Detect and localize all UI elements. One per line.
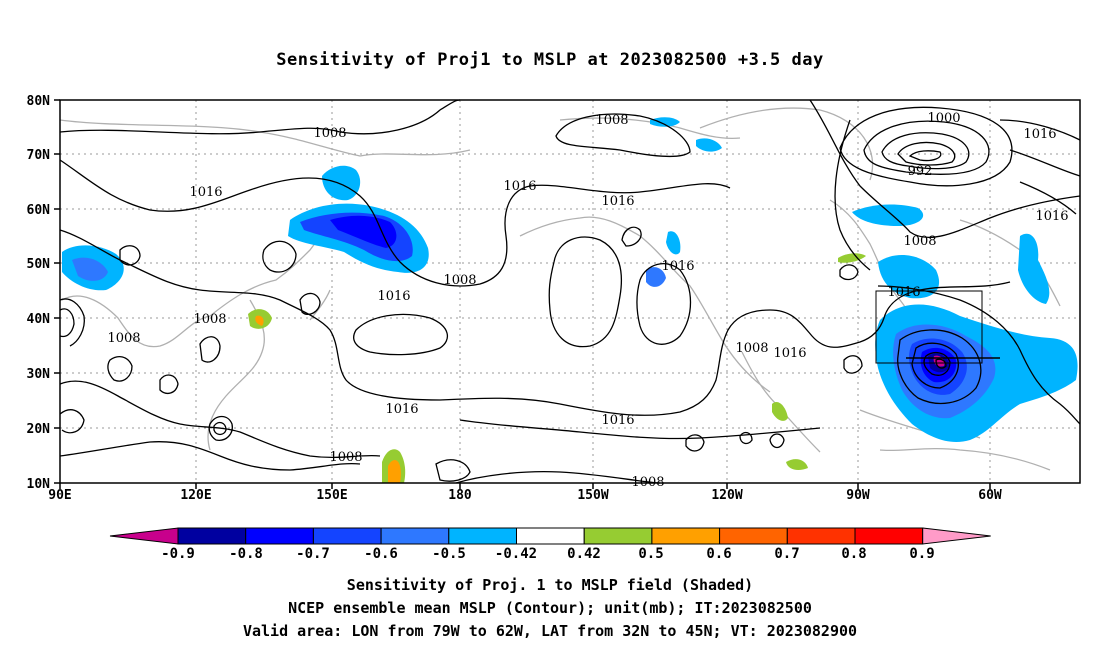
contour-label: 1016	[1035, 209, 1068, 224]
colorbar-cell	[651, 527, 721, 545]
colorbar-label: -0.6	[364, 546, 398, 562]
colorbar-cell	[516, 527, 585, 545]
contour-label: 1008	[903, 234, 936, 249]
contour-label: 1008	[443, 273, 476, 288]
caption: Sensitivity of Proj. 1 to MSLP field (Sh…	[0, 574, 1100, 643]
contour-label: 1008	[313, 126, 346, 141]
colorbar-cells	[109, 527, 991, 545]
latitude-labels: 80N 70N 60N 50N 40N 30N 20N 10N	[27, 94, 51, 492]
caption-line-3: Valid area: LON from 79W to 62W, LAT fro…	[242, 622, 858, 640]
colorbar-cell	[786, 527, 856, 545]
colorbar-label: 0.42	[567, 546, 601, 562]
contour-label: 1016	[377, 289, 410, 304]
contour-label: 1016	[385, 402, 418, 417]
lat-label: 70N	[27, 148, 51, 163]
colorbar-cell	[583, 527, 653, 545]
contour-label: 1016	[1023, 127, 1056, 142]
contour-label: 1000	[927, 111, 960, 126]
contour-label: 1016	[773, 346, 806, 361]
colorbar-cell	[719, 527, 788, 545]
contour-label: 1016	[601, 413, 634, 428]
valid-area-box	[875, 290, 1000, 364]
caption-line-1: Sensitivity of Proj. 1 to MSLP field (Sh…	[346, 576, 754, 594]
lon-label: 90E	[48, 488, 71, 503]
lat-label: 20N	[27, 422, 51, 437]
colorbar-cell	[312, 527, 382, 545]
contour-label: 1016	[887, 285, 920, 300]
gridlines	[60, 100, 1080, 483]
colorbar-cell	[922, 527, 991, 545]
contour-label: 1008	[329, 450, 362, 465]
longitude-labels: 90E 120E 150E 180 150W 120W 90W 60W	[48, 488, 1002, 503]
contour-label: 1008	[107, 331, 140, 346]
lon-label: 60W	[978, 488, 1002, 503]
colorbar-label: 0.8	[841, 546, 866, 562]
contour-label: 1008	[595, 113, 628, 128]
colorbar-label: 0.5	[638, 546, 663, 562]
lat-label: 10N	[27, 477, 51, 492]
colorbar-label: -0.8	[229, 546, 263, 562]
colorbar-label: -0.5	[432, 546, 466, 562]
colorbar-label: -0.42	[495, 546, 537, 562]
contour-label: 1008	[631, 475, 664, 490]
lon-label: 120E	[180, 488, 211, 503]
lon-label: 90W	[846, 488, 870, 503]
colorbar-label: 0.9	[909, 546, 934, 562]
colorbar-labels: -0.9 -0.8 -0.7 -0.6 -0.5 -0.42 0.42 0.5 …	[161, 546, 935, 562]
colorbar: -0.9 -0.8 -0.7 -0.6 -0.5 -0.42 0.42 0.5 …	[109, 527, 991, 562]
lat-label: 50N	[27, 257, 51, 272]
contour-label: 1008	[735, 341, 768, 356]
colorbar-cell	[245, 527, 314, 545]
contour-label: 1016	[601, 194, 634, 209]
caption-line-2: NCEP ensemble mean MSLP (Contour); unit(…	[288, 599, 812, 617]
contour-label: 1008	[193, 312, 226, 327]
colorbar-label: 0.7	[774, 546, 799, 562]
sensitivity-shading	[62, 117, 1078, 483]
colorbar-cell	[854, 527, 924, 545]
lat-label: 60N	[27, 203, 51, 218]
mslp-contours	[59, 99, 1081, 484]
colorbar-label: -0.9	[161, 546, 195, 562]
lat-label: 40N	[27, 312, 51, 327]
contour-label: 1016	[503, 179, 536, 194]
colorbar-label: 0.6	[706, 546, 731, 562]
colorbar-cell	[109, 527, 179, 545]
contour-label: 992	[908, 164, 933, 179]
lon-label: 120W	[711, 488, 742, 503]
colorbar-cell	[380, 527, 450, 545]
contour-label: 1016	[189, 185, 222, 200]
map-frame	[59, 99, 1081, 484]
map-title: Sensitivity of Proj1 to MSLP at 20230825…	[276, 50, 824, 70]
lat-label: 30N	[27, 367, 51, 382]
colorbar-cell	[177, 527, 247, 545]
contour-label: 1016	[661, 259, 694, 274]
colorbar-label: -0.7	[296, 546, 330, 562]
lon-label: 150W	[577, 488, 608, 503]
lat-label: 80N	[27, 94, 51, 109]
colorbar-cell	[448, 527, 517, 545]
lon-label: 180	[448, 488, 472, 503]
contour-labels: 1008 1008 1016 1016 1016 1016 1008 1008 …	[107, 111, 1068, 490]
axis-ticks	[54, 99, 991, 489]
lon-label: 150E	[316, 488, 347, 503]
